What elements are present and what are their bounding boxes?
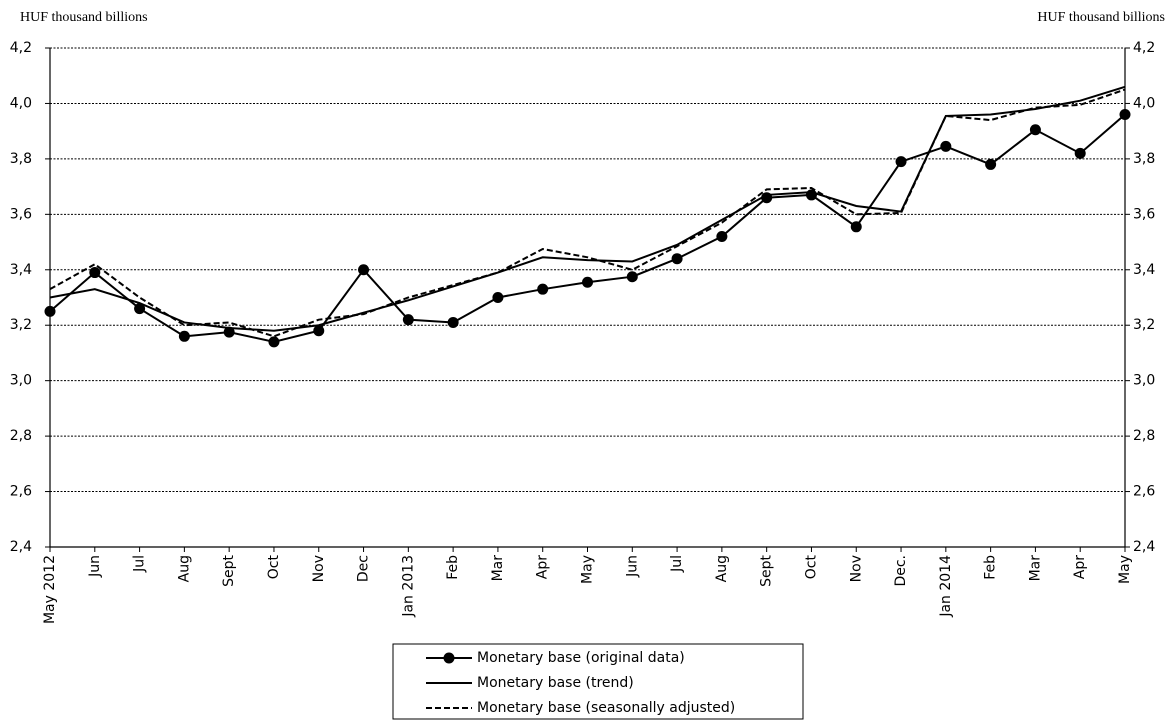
legend-marker [443,652,455,664]
x-tick-label: Aug [176,555,192,582]
data-point [1074,147,1086,159]
x-tick-label: Sept [221,555,237,587]
y2-tick-label: 3,6 [1133,206,1155,222]
data-point [537,283,549,295]
x-tick-label: Jun [87,555,103,578]
y2-axis-label: HUF thousand billions [1037,10,1165,25]
series-line [49,85,1126,332]
legend-box [392,643,804,720]
data-point [268,336,280,348]
data-point [358,264,370,276]
y2-tick-label: 3,2 [1133,317,1155,333]
x-tick-label: Apr [1072,555,1088,579]
x-tick-label: Apr [535,555,551,579]
data-point [178,330,190,342]
x-tick-label: Jun [624,555,640,578]
x-tick-label: Mar [490,555,506,582]
x-tick-label: Sept [759,555,775,587]
x-tick-label: Feb [445,555,461,580]
legend-label: Monetary base (trend) [477,675,634,691]
x-tick-label: Jul [669,555,685,573]
x-tick-label: May 2012 [42,555,58,624]
y2-tick-label: 4,2 [1133,40,1155,56]
x-tick-label: Nov [848,555,864,582]
data-point [313,325,325,337]
data-point [1119,109,1131,121]
data-point [1029,124,1041,136]
data-point [716,231,728,243]
data-point [671,253,683,265]
y-tick-label: 2,4 [10,539,32,555]
data-point [626,271,638,283]
y2-tick-label: 3,8 [1133,151,1155,167]
y-tick-label: 2,8 [10,428,32,444]
data-point [850,221,862,233]
legend-label: Monetary base (seasonally adjusted) [477,700,735,716]
x-tick-label: Oct [266,555,282,580]
data-point [89,267,101,279]
y-tick-label: 4,2 [10,40,32,56]
data-point [895,156,907,168]
x-tick-label: Nov [311,555,327,582]
y-tick-label: 3,6 [10,206,32,222]
x-tick-label: Oct [803,555,819,580]
x-tick-label: Dec [356,555,372,582]
data-point [447,316,459,328]
x-tick-label: Jul [132,555,148,573]
y-tick-label: 3,2 [10,317,32,333]
x-tick-label: Jan 2014 [938,555,954,618]
data-point [402,314,414,326]
y-tick-label: 3,0 [10,373,32,389]
x-tick-label: Mar [1027,555,1043,582]
y2-tick-label: 4,0 [1133,95,1155,111]
data-point [492,292,504,303]
y2-tick-label: 3,4 [1133,262,1155,278]
y-tick-label: 2,6 [10,484,32,500]
data-point [940,140,952,152]
x-tick-label: Aug [714,555,730,582]
x-tick-label: Jan 2013 [400,555,416,618]
data-point [44,305,56,317]
y2-tick-label: 2,4 [1133,539,1155,555]
x-tick-label: Feb [983,555,999,580]
data-point [582,276,593,288]
data-point [985,158,997,170]
y-tick-label: 4,0 [10,95,32,111]
y2-tick-label: 2,6 [1133,484,1155,500]
y-axis-label: HUF thousand billions [20,10,148,25]
x-tick-label: May [580,555,596,584]
y2-tick-label: 3,0 [1133,373,1155,389]
series-line [49,88,1126,338]
y-tick-label: 3,8 [10,151,32,167]
series-line [49,113,1126,343]
y-tick-label: 3,4 [10,262,32,278]
x-tick-label: May [1117,555,1133,584]
data-point [805,189,817,201]
data-point [134,303,146,315]
legend-label: Monetary base (original data) [477,650,685,666]
y2-tick-label: 2,8 [1133,428,1155,444]
data-point [223,326,235,338]
x-tick-label: Dec. [893,555,909,587]
